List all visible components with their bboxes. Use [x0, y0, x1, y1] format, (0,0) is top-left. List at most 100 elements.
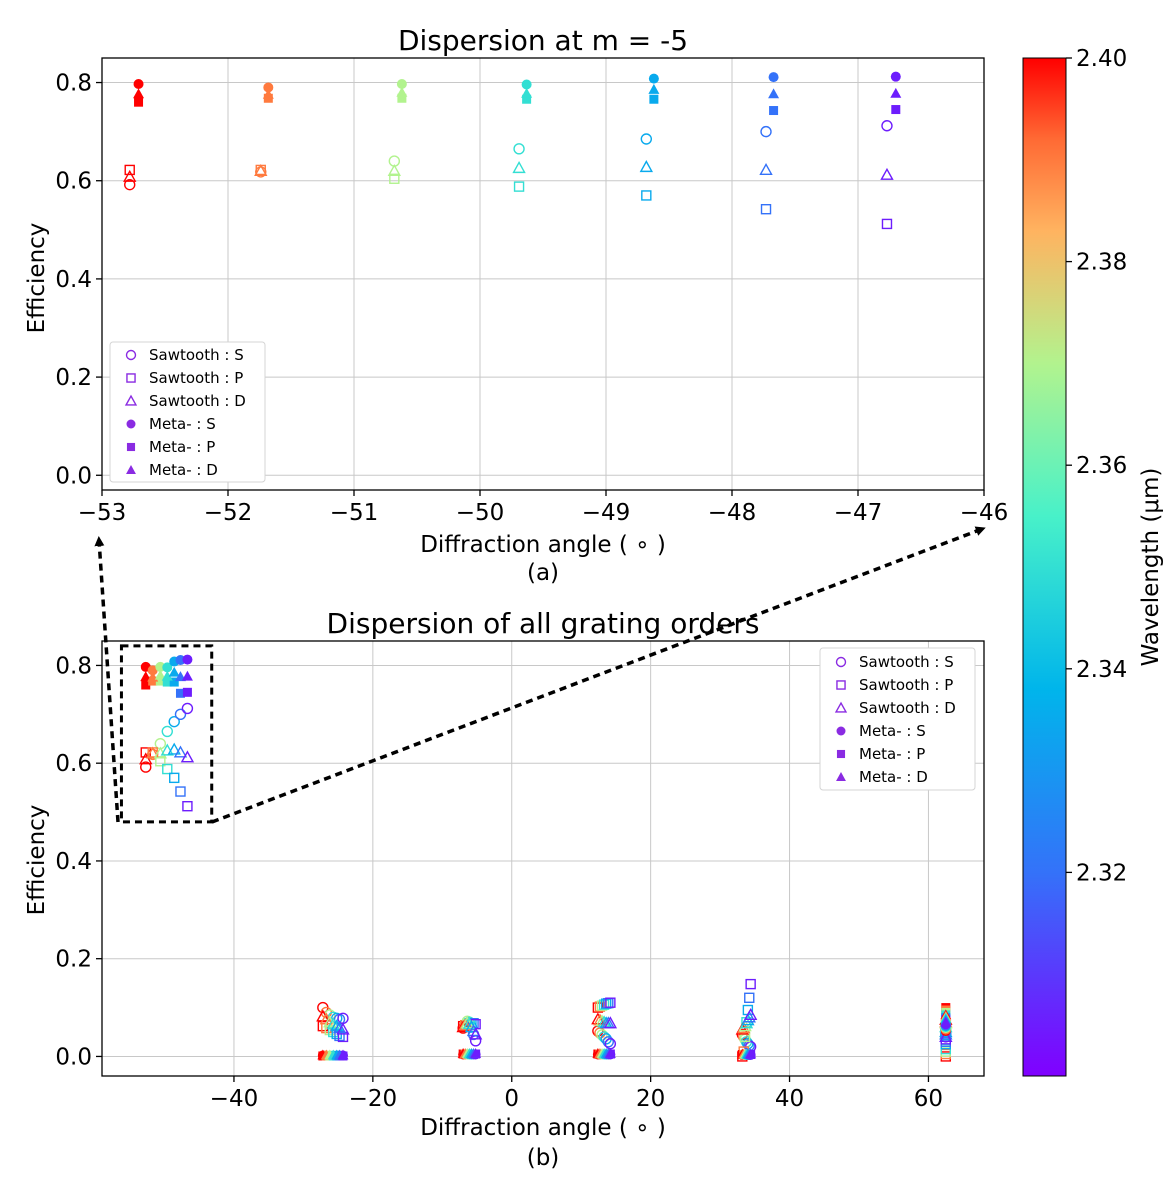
legend-marker	[125, 349, 137, 361]
x-tick-label: 60	[914, 1086, 943, 1112]
data-point	[881, 218, 893, 230]
data-point	[134, 97, 144, 107]
legend-label: Meta- : P	[859, 745, 925, 763]
x-tick-label: 0	[504, 1086, 519, 1112]
data-point	[759, 162, 773, 176]
data-point	[168, 715, 180, 728]
data-point	[513, 181, 525, 192]
data-point	[155, 676, 165, 686]
panel-b-legend: Sawtooth : S Sawtooth : P Sawtooth : D Meta…	[819, 647, 976, 791]
data-point	[140, 671, 152, 682]
data-point	[605, 997, 616, 1008]
data-point	[139, 752, 153, 765]
data-point	[124, 164, 135, 176]
legend-label: Sawtooth : D	[859, 699, 956, 717]
data-point	[133, 88, 145, 99]
data-point	[254, 163, 268, 177]
colorbar-tick-label: 2.34	[1076, 657, 1127, 683]
colorbar-gradient	[1022, 57, 1067, 1077]
y-tick-label: 0.4	[55, 849, 92, 875]
panel-b-caption: (b)	[527, 1145, 560, 1171]
data-point	[881, 120, 893, 132]
panel-b-ylabel: Efficiency	[24, 805, 50, 916]
data-point	[470, 1048, 482, 1058]
x-tick-label: −49	[582, 500, 631, 526]
x-tick-label: −46	[960, 500, 1009, 526]
data-point	[336, 1022, 350, 1035]
x-tick-label: 20	[636, 1086, 665, 1112]
data-point	[323, 1015, 337, 1028]
data-point	[596, 1029, 608, 1041]
data-point	[146, 746, 160, 759]
data-point	[641, 190, 652, 201]
panel-a-legend-box	[109, 341, 266, 483]
x-tick-label: 40	[775, 1086, 804, 1112]
panel-b-frame	[101, 640, 985, 1077]
data-point	[603, 1016, 618, 1029]
data-point	[648, 83, 660, 94]
data-point	[880, 167, 894, 180]
panel-b-xlabel: Diffraction angle ( ∘ )	[420, 1115, 666, 1141]
data-point	[155, 756, 166, 767]
data-point	[639, 160, 654, 173]
x-tick-label: −47	[834, 500, 883, 526]
data-point	[890, 87, 902, 98]
data-point	[460, 1016, 474, 1029]
data-point	[162, 662, 173, 673]
legend-label: Meta- : D	[859, 768, 928, 786]
legend-label: Sawtooth : S	[859, 653, 954, 671]
colorbar-tick-label: 2.36	[1076, 453, 1127, 479]
y-tick-label: 0.0	[55, 463, 92, 489]
panel-a-marks	[123, 71, 902, 230]
panel-b-yticks: 0.0 0.2 0.4 0.6 0.8	[55, 653, 102, 1070]
data-point	[168, 666, 180, 677]
x-tick-label: −20	[349, 1086, 398, 1112]
data-point	[330, 1019, 344, 1032]
x-tick-label: −51	[330, 500, 379, 526]
data-point	[160, 743, 174, 756]
data-point	[175, 786, 186, 797]
data-point	[124, 178, 136, 191]
data-point	[389, 173, 400, 184]
data-point	[180, 750, 195, 763]
data-point	[173, 745, 188, 758]
data-point	[182, 801, 193, 812]
data-point	[522, 94, 532, 104]
data-point	[521, 79, 532, 90]
legend-label: Meta- : S	[149, 415, 216, 433]
x-tick-label: −48	[708, 500, 757, 526]
panel-a-yticks: 0.0 0.2 0.4 0.6 0.8	[55, 71, 102, 489]
x-tick-label: −53	[78, 500, 127, 526]
data-point	[521, 87, 533, 98]
y-tick-label: 0.6	[55, 169, 92, 195]
data-point	[469, 1035, 482, 1047]
data-point	[891, 105, 901, 115]
legend-marker	[835, 656, 847, 668]
y-tick-label: 0.6	[55, 751, 92, 777]
data-point	[649, 94, 659, 104]
data-point	[182, 687, 192, 697]
data-point	[396, 86, 408, 97]
colorbar-ticks: 2.32 2.34 2.36 2.38 2.40	[1066, 46, 1127, 886]
data-point	[513, 143, 525, 155]
data-point	[512, 161, 526, 174]
data-point	[141, 680, 151, 690]
data-point	[890, 71, 901, 82]
data-point	[640, 133, 653, 145]
data-point	[182, 654, 193, 665]
data-point	[332, 1021, 347, 1034]
data-point	[167, 742, 181, 755]
y-tick-label: 0.2	[55, 947, 92, 973]
panel-a-grid	[101, 58, 985, 490]
data-point	[162, 763, 173, 775]
legend-marker	[836, 772, 846, 781]
colorbar: 2.32 2.34 2.36 2.38 2.40 Wavelength (μm)	[1022, 46, 1164, 1077]
data-point	[174, 708, 187, 721]
data-point	[604, 1048, 616, 1058]
data-point	[169, 677, 179, 687]
panel-b-xticks: −40 −20 0 20 40 60	[210, 1076, 943, 1112]
x-tick-label: −50	[456, 500, 505, 526]
legend-marker	[126, 419, 136, 429]
y-tick-label: 0.8	[55, 71, 92, 97]
